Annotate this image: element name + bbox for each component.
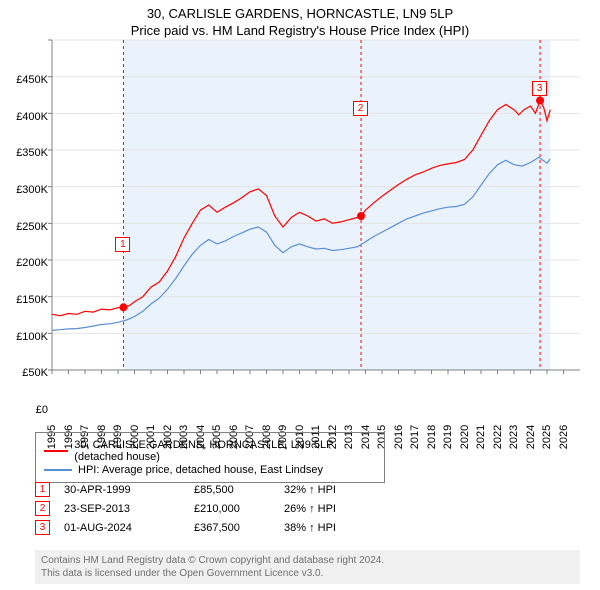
y-tick-label: £150K xyxy=(16,294,48,306)
x-tick-label: 2025 xyxy=(541,425,553,449)
x-tick-label: 2018 xyxy=(426,425,438,449)
x-tick-label: 2024 xyxy=(525,425,537,449)
x-tick-label: 2020 xyxy=(459,425,471,449)
sale-row: 2 23-SEP-2013£210,00026% ↑ HPI xyxy=(35,501,364,516)
sale-badge: 1 xyxy=(35,482,50,497)
sale-badge: 2 xyxy=(35,501,50,516)
y-tick-label: £50K xyxy=(22,367,48,379)
chart-marker-badge: 2 xyxy=(353,101,368,116)
sale-price: £85,500 xyxy=(194,484,284,496)
y-tick-label: £400K xyxy=(16,111,48,123)
title-address: 30, CARLISLE GARDENS, HORNCASTLE, LN9 5L… xyxy=(0,6,600,21)
chart-marker-badge: 3 xyxy=(532,81,547,96)
sale-pct: 26% ↑ HPI xyxy=(284,503,364,515)
chart-area: £0£50K£100K£150K£200K£250K£300K£350K£400… xyxy=(0,40,600,410)
sale-pct: 32% ↑ HPI xyxy=(284,484,364,496)
sale-date: 30-APR-1999 xyxy=(64,484,194,496)
y-tick-label: £450K xyxy=(16,74,48,86)
x-tick-label: 2021 xyxy=(475,425,487,449)
sale-price: £210,000 xyxy=(194,503,284,515)
y-tick-label: £300K xyxy=(16,184,48,196)
plot-area: 1 2 3 xyxy=(52,40,580,370)
legend-row: HPI: Average price, detached house, East… xyxy=(44,464,376,476)
sales-table: 1 30-APR-1999£85,50032% ↑ HPI 2 23-SEP-2013… xyxy=(35,478,364,539)
y-tick-label: £350K xyxy=(16,147,48,159)
y-tick-label: £100K xyxy=(16,331,48,343)
footer-line2: This data is licensed under the Open Gov… xyxy=(41,567,574,580)
y-axis-labels: £0£50K£100K£150K£200K£250K£300K£350K£400… xyxy=(0,80,50,410)
sale-price: £367,500 xyxy=(194,522,284,534)
x-tick-label: 2023 xyxy=(508,425,520,449)
footer-attribution: Contains HM Land Registry data © Crown c… xyxy=(35,550,580,584)
x-tick-label: 2017 xyxy=(409,425,421,449)
sale-row: 1 30-APR-1999£85,50032% ↑ HPI xyxy=(35,482,364,497)
y-tick-label: £0 xyxy=(36,404,48,416)
title-block: 30, CARLISLE GARDENS, HORNCASTLE, LN9 5L… xyxy=(0,0,600,38)
x-tick-label: 2016 xyxy=(393,425,405,449)
chart-container: 30, CARLISLE GARDENS, HORNCASTLE, LN9 5L… xyxy=(0,0,600,590)
sale-date: 01-AUG-2024 xyxy=(64,522,194,534)
y-tick-label: £200K xyxy=(16,257,48,269)
sale-badge: 3 xyxy=(35,520,50,535)
legend-label: HPI: Average price, detached house, East… xyxy=(78,464,323,476)
x-tick-label: 2026 xyxy=(558,425,570,449)
x-tick-label: 2019 xyxy=(442,425,454,449)
footer-line1: Contains HM Land Registry data © Crown c… xyxy=(41,554,574,567)
sale-pct: 38% ↑ HPI xyxy=(284,522,364,534)
chart-marker-badge: 1 xyxy=(115,237,130,252)
x-tick-label: 2022 xyxy=(492,425,504,449)
sale-row: 3 01-AUG-2024£367,50038% ↑ HPI xyxy=(35,520,364,535)
legend-label: 30, CARLISLE GARDENS, HORNCASTLE, LN9 5L… xyxy=(74,439,376,463)
legend-row: 30, CARLISLE GARDENS, HORNCASTLE, LN9 5L… xyxy=(44,439,376,463)
legend-box: 30, CARLISLE GARDENS, HORNCASTLE, LN9 5L… xyxy=(35,432,385,483)
y-tick-label: £250K xyxy=(16,221,48,233)
legend-swatch xyxy=(44,469,72,471)
legend-swatch xyxy=(44,450,68,452)
chart-svg xyxy=(52,40,580,370)
title-subtitle: Price paid vs. HM Land Registry's House … xyxy=(0,23,600,38)
sale-date: 23-SEP-2013 xyxy=(64,503,194,515)
